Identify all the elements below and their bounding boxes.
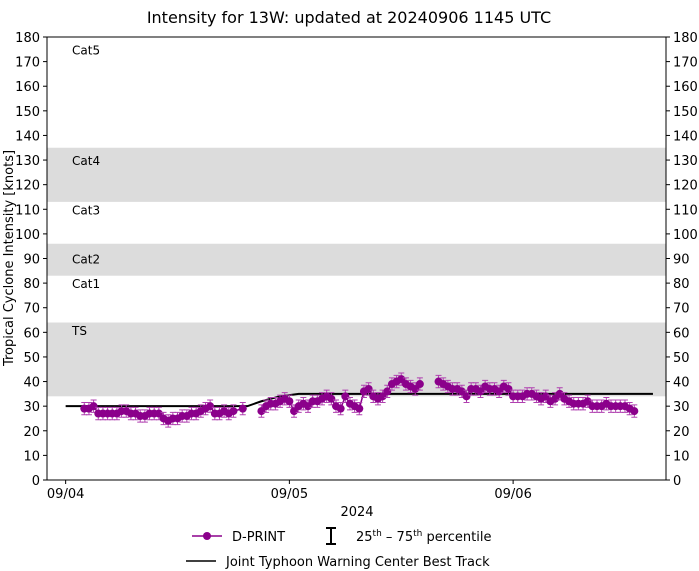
- dprint-point: [383, 387, 392, 396]
- y-tick-label: 160: [15, 80, 40, 95]
- band-label: Cat5: [72, 43, 100, 57]
- dprint-point: [238, 404, 247, 413]
- y-tick-label-right: 180: [673, 31, 698, 46]
- x-axis-label: 2024: [340, 505, 373, 520]
- dprint-point: [285, 397, 294, 406]
- x-tick-label: 09/06: [494, 487, 531, 502]
- y-tick-label-right: 150: [673, 105, 698, 120]
- legend-percentile-label: 25th – 75th percentile: [356, 529, 491, 545]
- band-label: Cat2: [72, 253, 100, 267]
- band-label: Cat4: [72, 154, 100, 168]
- chart-title: Intensity for 13W: updated at 20240906 1…: [147, 8, 551, 27]
- dprint-point: [341, 392, 350, 401]
- y-tick-label: 120: [15, 179, 40, 194]
- y-tick-label-right: 10: [673, 449, 690, 464]
- legend-dprint-label: D-PRINT: [232, 530, 285, 545]
- y-tick-label: 60: [23, 326, 40, 341]
- y-tick-label: 40: [23, 376, 40, 391]
- y-tick-label-right: 40: [673, 376, 690, 391]
- y-tick-label-right: 0: [673, 474, 681, 489]
- dprint-point: [630, 407, 639, 416]
- band-label: Cat3: [72, 203, 100, 217]
- dprint-point: [336, 404, 345, 413]
- y-tick-label: 80: [23, 277, 40, 292]
- dprint-point: [229, 407, 238, 416]
- dprint-point: [504, 384, 513, 393]
- band-ts: [47, 322, 666, 397]
- y-tick-label-right: 170: [673, 56, 698, 71]
- y-tick-label-right: 60: [673, 326, 690, 341]
- legend-besttrack-label: Joint Typhoon Warning Center Best Track: [225, 555, 490, 570]
- dprint-point: [89, 402, 98, 411]
- y-tick-label-right: 100: [673, 228, 698, 243]
- band-cat2: [47, 243, 666, 276]
- y-tick-label: 30: [23, 400, 40, 415]
- y-tick-label-right: 140: [673, 129, 698, 144]
- y-tick-label: 170: [15, 56, 40, 71]
- band-label: Cat1: [72, 277, 100, 291]
- y-tick-label: 110: [15, 203, 40, 218]
- y-tick-label: 150: [15, 105, 40, 120]
- y-tick-label: 50: [23, 351, 40, 366]
- y-tick-label-right: 160: [673, 80, 698, 95]
- x-tick-label: 09/04: [47, 487, 84, 502]
- y-tick-label-right: 130: [673, 154, 698, 169]
- dprint-point: [415, 380, 424, 389]
- y-tick-label-right: 30: [673, 400, 690, 415]
- y-tick-label: 140: [15, 129, 40, 144]
- dprint-point: [327, 394, 336, 403]
- y-tick-label-right: 50: [673, 351, 690, 366]
- y-tick-label: 70: [23, 302, 40, 317]
- dprint-point: [355, 404, 364, 413]
- y-tick-label-right: 90: [673, 253, 690, 268]
- band-cat4: [47, 147, 666, 202]
- legend: D-PRINT 25th – 75th percentile Joint Typ…: [186, 527, 491, 570]
- y-tick-label-right: 120: [673, 179, 698, 194]
- dprint-point: [206, 402, 215, 411]
- y-tick-label: 90: [23, 253, 40, 268]
- y-tick-label: 100: [15, 228, 40, 243]
- dprint-point: [462, 392, 471, 401]
- dprint-point: [364, 384, 373, 393]
- legend-dprint-marker: [203, 532, 211, 540]
- y-tick-label-right: 20: [673, 425, 690, 440]
- legend-percentile-icon: [326, 527, 336, 545]
- band-label: TS: [71, 324, 87, 338]
- y-tick-label: 0: [32, 474, 40, 489]
- y-tick-label-right: 70: [673, 302, 690, 317]
- y-tick-label-right: 80: [673, 277, 690, 292]
- x-tick-label: 09/05: [271, 487, 308, 502]
- plot-frame: [46, 36, 667, 481]
- y-axis-label: Tropical Cyclone Intensity [knots]: [2, 150, 17, 367]
- y-tick-label-right: 110: [673, 203, 698, 218]
- y-tick-label: 20: [23, 425, 40, 440]
- y-tick-label: 180: [15, 31, 40, 46]
- y-tick-label: 10: [23, 449, 40, 464]
- y-tick-label: 130: [15, 154, 40, 169]
